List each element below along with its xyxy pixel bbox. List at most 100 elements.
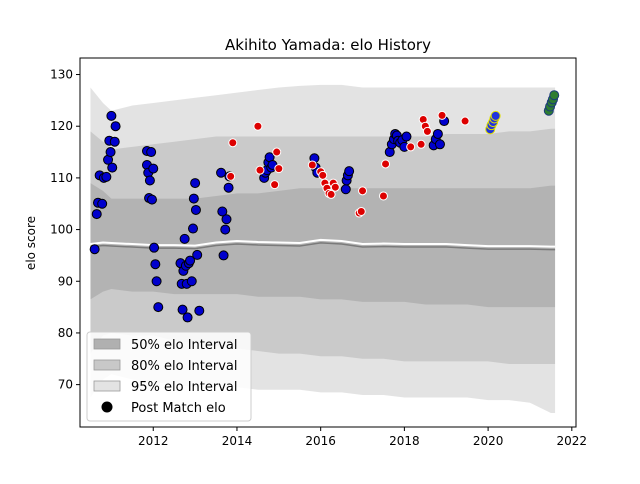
interval-bands: [90, 84, 556, 414]
data-point: [188, 193, 199, 204]
data-point: [330, 182, 340, 192]
data-point: [318, 170, 328, 180]
data-point: [432, 128, 443, 139]
data-point: [270, 180, 280, 190]
data-point: [150, 259, 161, 270]
data-point: [221, 214, 232, 225]
data-point: [91, 209, 102, 220]
series-3: [543, 90, 560, 116]
y-tick-label: 120: [50, 119, 73, 133]
data-point: [226, 171, 236, 181]
band-50: [90, 183, 556, 308]
data-point: [188, 223, 199, 234]
legend-label: 80% elo Interval: [131, 359, 238, 374]
data-point: [416, 139, 426, 149]
legend-label: 95% elo Interval: [131, 380, 238, 395]
data-point: [192, 249, 203, 260]
band-95: [90, 84, 556, 414]
data-point: [340, 184, 351, 195]
legend-marker: [101, 401, 113, 413]
y-tick-label: 90: [58, 274, 73, 288]
x-tick-label: 2016: [305, 434, 336, 448]
legend-swatch: [93, 338, 121, 350]
y-axis: 70 80 90 100 110 120 130: [50, 68, 80, 392]
data-point: [149, 242, 160, 253]
data-point: [177, 304, 188, 315]
data-point: [185, 255, 196, 266]
data-point: [326, 189, 336, 199]
post-match-points: [89, 90, 560, 323]
x-axis: 2012 2014 2016 2018 2020 2022: [138, 427, 587, 448]
data-point: [223, 182, 234, 193]
data-point: [274, 164, 284, 174]
legend: 50% elo Interval 80% elo Interval 95% elo …: [86, 331, 252, 422]
data-point: [255, 165, 265, 175]
data-point: [437, 110, 447, 120]
data-point: [146, 147, 157, 158]
data-point: [228, 138, 238, 148]
data-point: [344, 166, 355, 177]
data-point: [179, 233, 190, 244]
y-tick-label: 80: [58, 326, 73, 340]
data-point: [434, 139, 445, 150]
data-point: [220, 224, 231, 235]
data-point: [272, 147, 282, 157]
chart-title: Akihito Yamada: elo History: [225, 36, 431, 54]
y-tick-label: 130: [50, 68, 73, 82]
data-point: [148, 163, 159, 174]
data-point: [356, 206, 366, 216]
series-0: [89, 110, 450, 323]
data-point: [194, 305, 205, 316]
data-point: [358, 186, 368, 196]
data-point: [89, 244, 100, 255]
data-point: [190, 178, 201, 189]
data-point: [460, 116, 470, 126]
data-point: [549, 90, 560, 101]
data-point: [153, 302, 164, 313]
data-point: [146, 194, 157, 205]
data-point: [151, 276, 162, 287]
data-point: [216, 167, 227, 178]
data-point: [253, 121, 263, 131]
data-point: [422, 126, 432, 136]
data-point: [107, 162, 118, 173]
y-axis-label: elo score: [24, 216, 38, 270]
data-point: [190, 204, 201, 215]
data-point: [97, 198, 108, 209]
data-point: [106, 110, 117, 121]
y-tick-label: 70: [58, 378, 73, 392]
x-tick-label: 2022: [557, 434, 588, 448]
data-point: [144, 175, 155, 186]
data-point: [218, 250, 229, 261]
legend-swatch: [93, 380, 121, 392]
data-point: [105, 147, 116, 158]
data-point: [182, 312, 193, 323]
x-tick-label: 2012: [138, 434, 169, 448]
x-tick-label: 2018: [389, 434, 420, 448]
data-point: [378, 191, 388, 201]
x-tick-label: 2014: [222, 434, 253, 448]
legend-label: Post Match elo: [131, 401, 226, 416]
x-tick-label: 2020: [473, 434, 504, 448]
plot-frame: [79, 57, 577, 428]
data-point: [307, 160, 317, 170]
band-80: [90, 128, 556, 364]
data-point: [101, 171, 112, 182]
y-tick-label: 100: [50, 223, 73, 237]
series-2: [485, 110, 501, 135]
data-point: [109, 136, 120, 147]
data-point: [490, 110, 501, 121]
legend-label: 50% elo Interval: [131, 338, 238, 353]
data-point: [110, 121, 121, 132]
legend-box: [86, 331, 252, 422]
y-tick-label: 110: [50, 171, 73, 185]
data-point: [406, 142, 416, 152]
data-point: [401, 131, 412, 142]
data-point: [381, 159, 391, 169]
legend-swatch: [93, 359, 121, 371]
data-point: [186, 276, 197, 287]
data-point: [217, 206, 228, 217]
series-1: [226, 110, 470, 218]
